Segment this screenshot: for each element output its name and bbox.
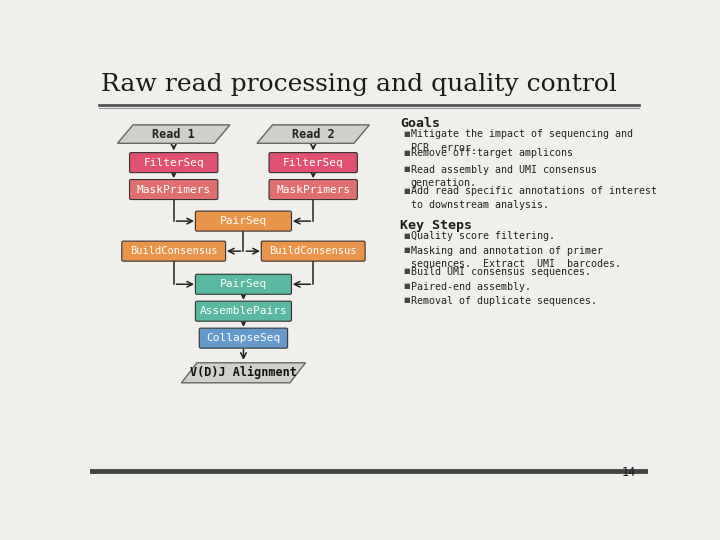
Text: ■: ■ — [403, 131, 410, 137]
FancyBboxPatch shape — [130, 179, 218, 200]
Polygon shape — [257, 125, 369, 143]
Text: Mitigate the impact of sequencing and
PCR  error.: Mitigate the impact of sequencing and PC… — [411, 130, 633, 153]
Text: ■: ■ — [403, 188, 410, 194]
Text: PairSeq: PairSeq — [220, 216, 267, 226]
Text: MaskPrimers: MaskPrimers — [137, 185, 211, 194]
Text: CollapseSeq: CollapseSeq — [207, 333, 281, 343]
Text: Paired-end assembly.: Paired-end assembly. — [411, 282, 531, 292]
FancyBboxPatch shape — [261, 241, 365, 261]
Text: Add read specific annotations of interest
to downstream analysis.: Add read specific annotations of interes… — [411, 186, 657, 210]
FancyBboxPatch shape — [269, 179, 357, 200]
Text: FilterSeq: FilterSeq — [143, 158, 204, 167]
Text: Build UMI consensus sequences.: Build UMI consensus sequences. — [411, 267, 591, 276]
FancyBboxPatch shape — [122, 241, 225, 261]
Text: BuildConsensus: BuildConsensus — [269, 246, 357, 256]
Text: Read 2: Read 2 — [292, 127, 335, 140]
Text: Masking and annotation of primer
sequences.  Extract  UMI  barcodes.: Masking and annotation of primer sequenc… — [411, 246, 621, 269]
FancyBboxPatch shape — [130, 153, 218, 173]
Text: ■: ■ — [403, 284, 410, 289]
Text: PairSeq: PairSeq — [220, 279, 267, 289]
Polygon shape — [181, 363, 305, 383]
FancyBboxPatch shape — [195, 274, 292, 294]
FancyBboxPatch shape — [195, 301, 292, 321]
Text: ■: ■ — [403, 247, 410, 253]
Text: Remove off-target amplicons: Remove off-target amplicons — [411, 148, 573, 158]
Text: Read assembly and UMI consensus
generation.: Read assembly and UMI consensus generati… — [411, 165, 597, 188]
Text: ■: ■ — [403, 150, 410, 156]
Text: Quality score filtering.: Quality score filtering. — [411, 231, 555, 241]
Text: 14: 14 — [622, 466, 636, 479]
FancyBboxPatch shape — [269, 153, 357, 173]
Text: V(D)J Alignment: V(D)J Alignment — [190, 366, 297, 379]
Text: Key Steps: Key Steps — [400, 219, 472, 232]
Text: MaskPrimers: MaskPrimers — [276, 185, 351, 194]
Polygon shape — [117, 125, 230, 143]
Text: ■: ■ — [403, 268, 410, 274]
Text: Read 1: Read 1 — [153, 127, 195, 140]
Text: BuildConsensus: BuildConsensus — [130, 246, 217, 256]
Text: Goals: Goals — [400, 117, 440, 130]
Text: AssemblePairs: AssemblePairs — [199, 306, 287, 316]
Text: Raw read processing and quality control: Raw read processing and quality control — [101, 72, 617, 96]
Text: ■: ■ — [403, 166, 410, 172]
FancyBboxPatch shape — [195, 211, 292, 231]
FancyBboxPatch shape — [199, 328, 287, 348]
Text: ■: ■ — [403, 298, 410, 303]
Text: Removal of duplicate sequences.: Removal of duplicate sequences. — [411, 296, 597, 306]
Text: ■: ■ — [403, 233, 410, 239]
Text: FilterSeq: FilterSeq — [283, 158, 343, 167]
